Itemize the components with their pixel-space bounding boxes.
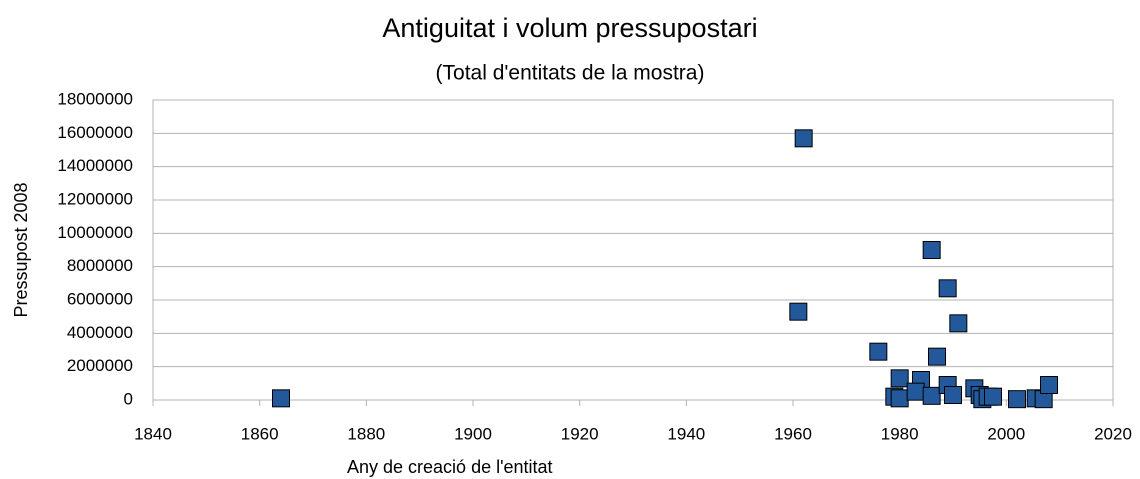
point <box>922 386 941 405</box>
chart-subtitle: (Total d'entitats de la mostra) <box>436 62 705 85</box>
point <box>928 347 946 366</box>
point <box>949 314 968 333</box>
x-tick-label: 1980 <box>881 424 919 443</box>
x-tick-label: 2020 <box>1094 424 1132 443</box>
point <box>794 129 813 148</box>
y-tick-label: 6000000 <box>67 289 133 308</box>
y-tick-label: 8000000 <box>67 256 133 275</box>
y-tick-label: 10000000 <box>57 223 133 242</box>
point <box>944 386 962 404</box>
x-tick-label: 1860 <box>241 424 279 443</box>
point <box>869 342 888 361</box>
point <box>922 241 941 259</box>
point <box>789 302 808 321</box>
y-tick-label: 16000000 <box>57 123 133 142</box>
x-tick-label: 1920 <box>561 424 599 443</box>
x-tick-label: 1880 <box>347 424 385 443</box>
x-tick-label: 1840 <box>134 424 172 443</box>
chart-title: Antiguitat i volum pressupostari <box>382 13 757 43</box>
y-tick-label: 4000000 <box>67 323 133 342</box>
plot-border <box>152 99 1114 401</box>
point <box>272 389 290 408</box>
point <box>906 382 925 401</box>
point <box>938 279 957 298</box>
y-tick-label: 18000000 <box>57 89 133 108</box>
y-tick-label: 0 <box>124 389 133 408</box>
x-axis-title: Any de creació de l'entitat <box>347 457 553 477</box>
point <box>890 389 909 408</box>
x-tick-label: 1900 <box>454 424 492 443</box>
y-axis-title: Pressupost 2008 <box>11 182 31 317</box>
point <box>984 387 1002 406</box>
point <box>1040 376 1058 394</box>
x-tick-label: 1960 <box>774 424 812 443</box>
point <box>890 369 909 388</box>
x-tick-label: 1940 <box>667 424 705 443</box>
point <box>1008 390 1026 409</box>
x-tick-label: 2000 <box>987 424 1025 443</box>
y-tick-label: 12000000 <box>57 189 133 208</box>
y-tick-label: 2000000 <box>67 356 133 375</box>
y-tick-label: 14000000 <box>57 156 133 175</box>
